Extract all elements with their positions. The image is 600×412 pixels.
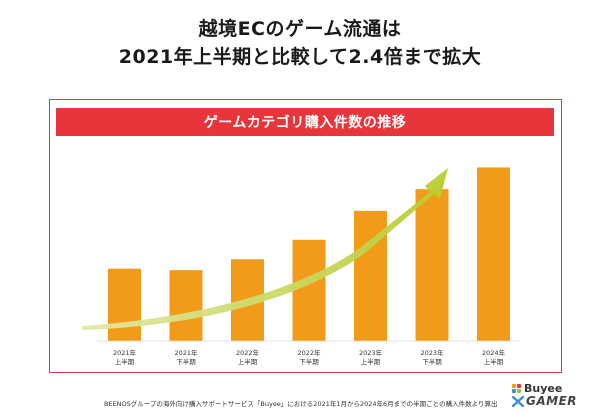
buyee-gamer-logo: Buyee GAMER bbox=[512, 382, 596, 411]
category-label-0-0: 2021年 bbox=[113, 348, 137, 357]
category-label-6-1: 上半期 bbox=[484, 357, 504, 366]
headline-line-2: 2021年上半期と比較して2.4倍まで拡大 bbox=[118, 46, 482, 68]
footnote: BEENOSグループの海外向け購入サポートサービス「Buyee」における2021… bbox=[104, 400, 498, 408]
chart-title-banner: ゲームカテゴリ購入件数の推移 bbox=[56, 108, 554, 136]
bar-5 bbox=[415, 189, 449, 341]
gamer-x-icon bbox=[512, 396, 524, 407]
bar-1 bbox=[169, 270, 203, 341]
buyee-logo-icon bbox=[512, 384, 522, 394]
category-label-4-1: 上半期 bbox=[361, 357, 381, 366]
category-label-3-1: 下半期 bbox=[299, 357, 319, 366]
category-label-1-1: 下半期 bbox=[176, 357, 196, 366]
category-label-2-1: 上半期 bbox=[238, 357, 258, 366]
chart-frame bbox=[49, 99, 562, 373]
bar-6 bbox=[477, 167, 510, 341]
category-label-2-0: 2022年 bbox=[236, 348, 260, 357]
trend-arrow bbox=[82, 168, 448, 330]
bar-3 bbox=[292, 239, 326, 341]
category-label-3-0: 2022年 bbox=[297, 348, 321, 357]
category-label-6-0: 2024年 bbox=[482, 348, 506, 357]
category-label-4-0: 2023年 bbox=[359, 348, 383, 357]
category-label-1-0: 2021年 bbox=[174, 348, 198, 357]
logo-brand: Buyee bbox=[524, 382, 563, 395]
category-label-5-0: 2023年 bbox=[420, 348, 444, 357]
logo-sub: GAMER bbox=[526, 394, 578, 408]
bar-0 bbox=[108, 268, 141, 341]
category-label-5-1: 下半期 bbox=[422, 357, 442, 366]
headline-line-1: 越境ECのゲーム流通は bbox=[198, 18, 402, 40]
category-label-0-1: 上半期 bbox=[115, 357, 135, 366]
